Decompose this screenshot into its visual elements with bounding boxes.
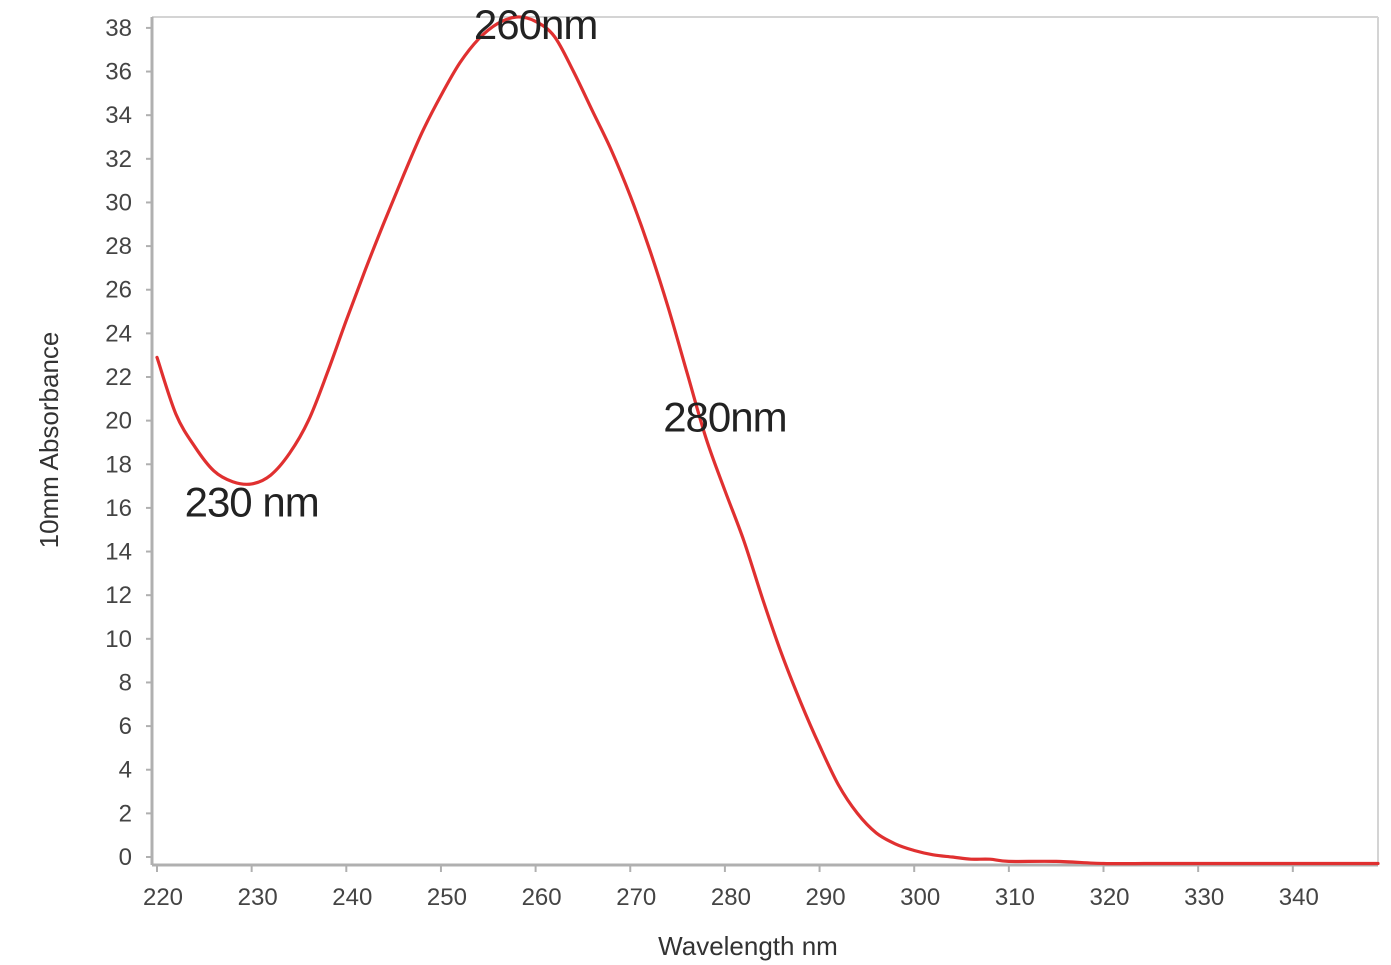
absorbance-series-line	[155, 15, 1380, 866]
x-tick-label: 250	[427, 884, 467, 911]
peak-annotation: 260nm	[474, 1, 597, 48]
y-tick-label: 30	[105, 189, 132, 216]
y-tick-label: 6	[119, 713, 132, 740]
x-axis-ticks: 220 230 240 250 260 270 280 290 300 310 320 330 340	[143, 864, 1319, 911]
y-tick-label: 2	[119, 800, 132, 827]
x-tick-label: 290	[806, 884, 846, 911]
x-tick-label: 340	[1279, 884, 1319, 911]
x-tick-label: 280	[711, 884, 751, 911]
peak-annotation: 280nm	[663, 394, 786, 441]
y-tick-label: 34	[105, 102, 132, 129]
annotation-layer: 230 nm 260nm 280nm	[185, 1, 788, 526]
x-tick-label: 270	[616, 884, 656, 911]
peak-annotation: 230 nm	[185, 479, 319, 526]
y-tick-label: 24	[105, 320, 132, 347]
y-axis-title: 10mm Absorbance	[34, 332, 64, 549]
y-tick-label: 12	[105, 582, 132, 609]
y-tick-label: 38	[105, 15, 132, 42]
y-tick-label: 4	[119, 757, 132, 784]
x-tick-label: 230	[238, 884, 278, 911]
y-tick-label: 18	[105, 451, 132, 478]
y-tick-label: 26	[105, 277, 132, 304]
y-tick-label: 14	[105, 539, 132, 566]
y-tick-label: 32	[105, 146, 132, 173]
y-tick-label: 0	[119, 844, 132, 871]
y-tick-label: 20	[105, 408, 132, 435]
x-tick-label: 260	[522, 884, 562, 911]
y-tick-label: 36	[105, 59, 132, 86]
y-tick-label: 10	[105, 626, 132, 653]
x-tick-label: 330	[1184, 884, 1224, 911]
x-tick-label: 240	[332, 884, 372, 911]
x-tick-label: 320	[1089, 884, 1129, 911]
y-tick-label: 8	[119, 669, 132, 696]
series-layer	[155, 15, 1380, 866]
x-tick-label: 220	[143, 884, 183, 911]
x-tick-label: 300	[900, 884, 940, 911]
y-tick-label: 28	[105, 233, 132, 260]
x-tick-label: 310	[995, 884, 1035, 911]
y-tick-label: 22	[105, 364, 132, 391]
x-axis-title: Wavelength nm	[658, 931, 838, 961]
y-tick-label: 16	[105, 495, 132, 522]
